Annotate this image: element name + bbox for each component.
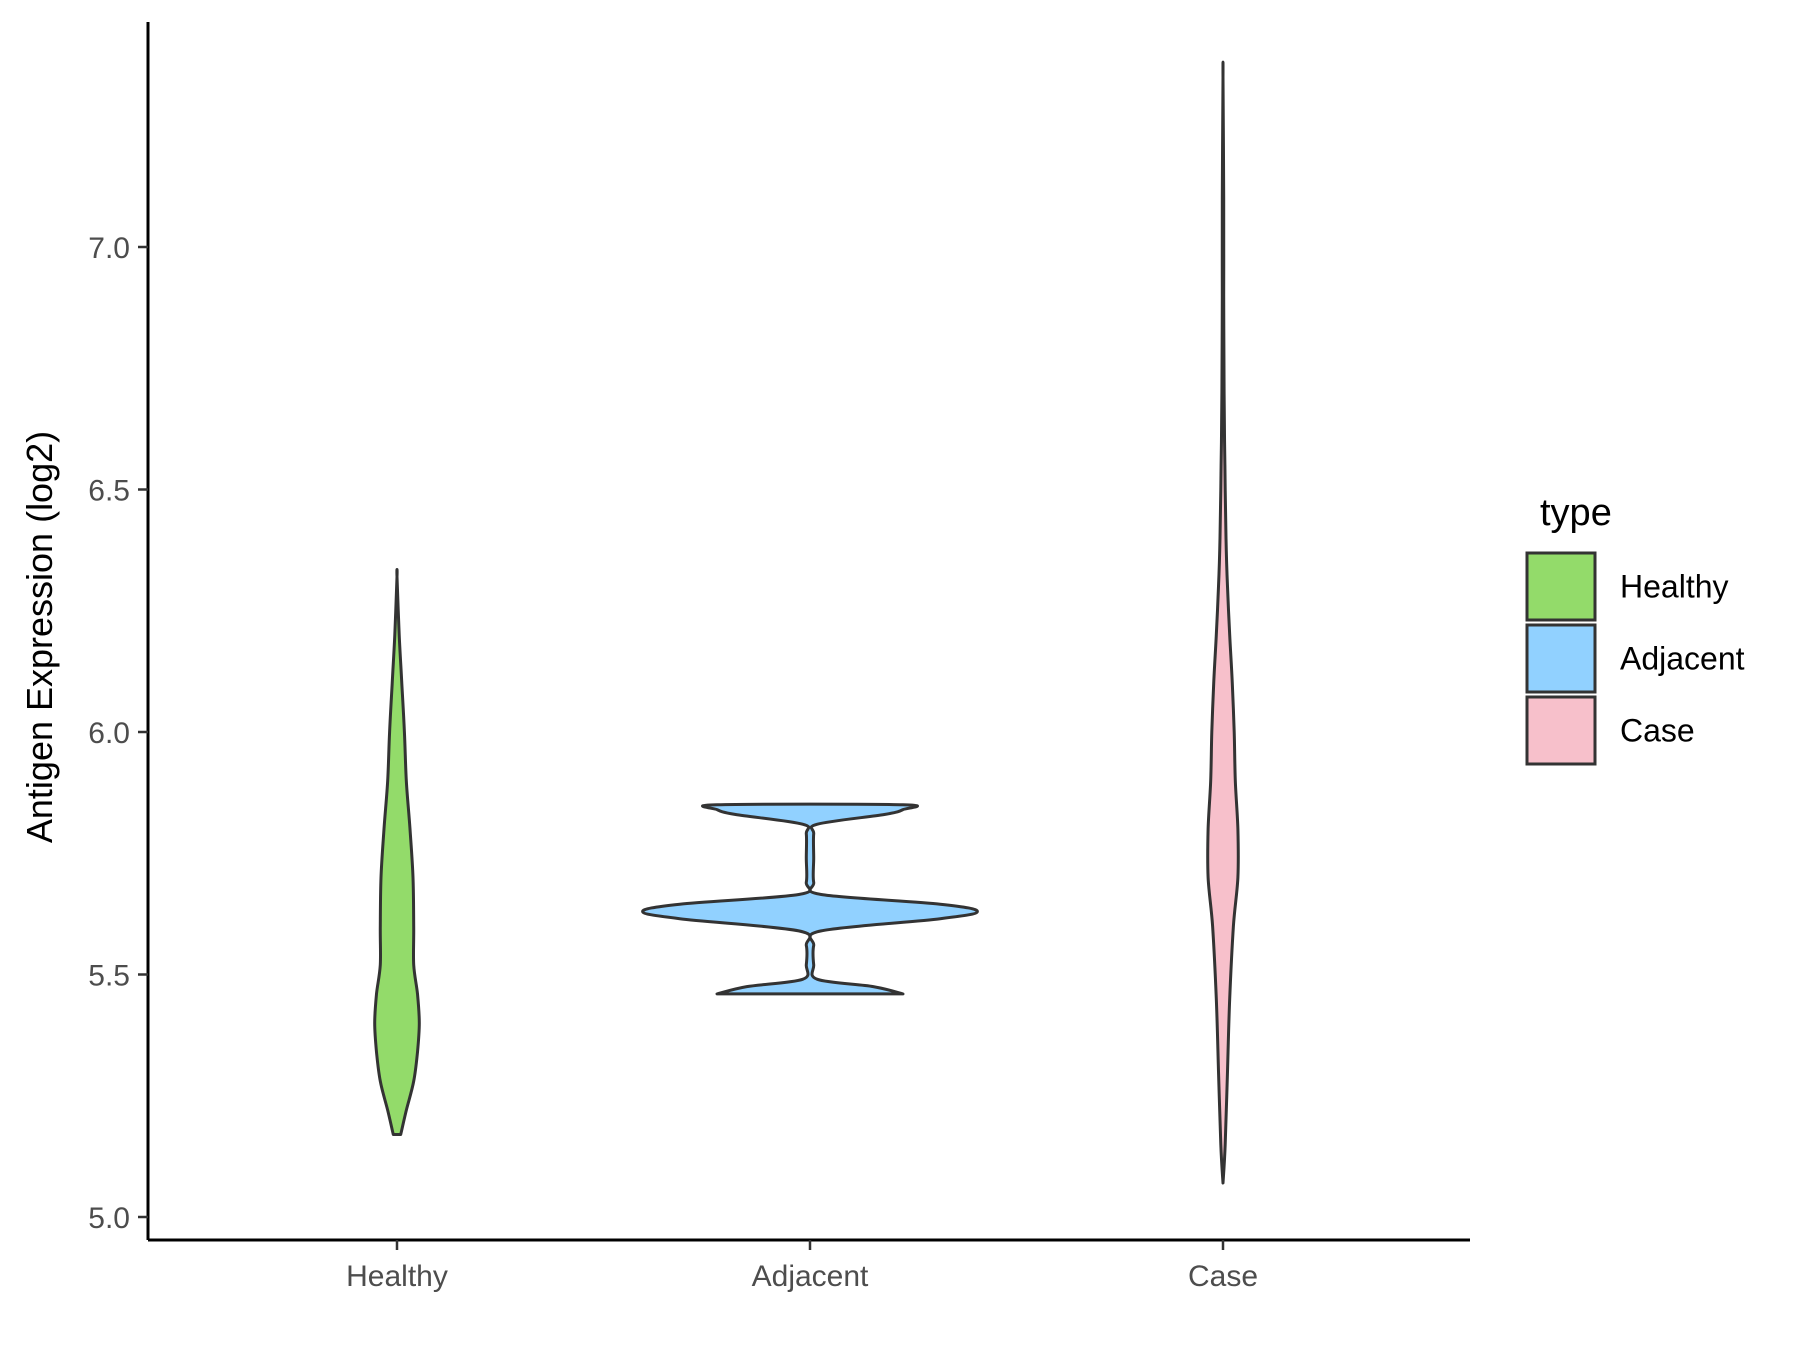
y-tick-label: 6.5 xyxy=(88,475,130,508)
x-tick-label: Adjacent xyxy=(752,1260,869,1293)
y-axis-title: Antigen Expression (log2) xyxy=(19,431,60,843)
violin-adjacent xyxy=(641,802,979,996)
legend-title: type xyxy=(1540,492,1612,534)
x-tick-label: Case xyxy=(1188,1260,1258,1293)
x-tick-label: Healthy xyxy=(346,1260,448,1293)
legend-key-adjacent xyxy=(1525,623,1597,694)
y-tick-label: 6.0 xyxy=(88,717,130,750)
y-tick-label: 7.0 xyxy=(88,232,130,265)
x-ticks: Healthy Adjacent Case xyxy=(346,1240,1258,1293)
y-ticks: 5.0 5.5 6.0 6.5 7.0 xyxy=(88,232,148,1235)
legend-label: Case xyxy=(1620,713,1695,749)
violin-group xyxy=(373,60,1240,1185)
legend-key-healthy xyxy=(1525,551,1597,622)
violin-healthy xyxy=(373,568,421,1136)
legend-label: Healthy xyxy=(1620,569,1729,605)
legend-key-case xyxy=(1525,695,1597,766)
legend-label: Adjacent xyxy=(1620,641,1745,677)
y-tick-label: 5.5 xyxy=(88,960,130,993)
legend: type Healthy Adjacent Case xyxy=(1525,492,1745,766)
y-tick-label: 5.0 xyxy=(88,1202,130,1235)
violin-case xyxy=(1206,60,1240,1185)
